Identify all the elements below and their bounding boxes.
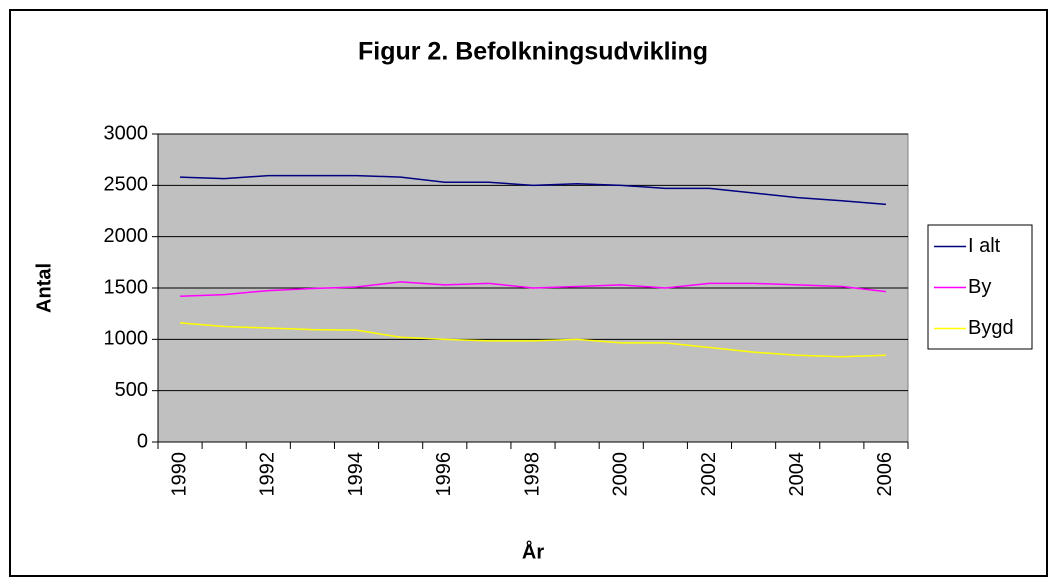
y-tick-label: 500 — [115, 379, 148, 401]
x-tick-label: 1996 — [433, 452, 455, 497]
y-tick-label: 3000 — [104, 122, 149, 144]
chart-title: Figur 2. Befolkningsudvikling — [358, 38, 708, 66]
x-tick-label: 1998 — [521, 452, 543, 497]
x-tick-label: 2002 — [698, 452, 720, 497]
x-tick-label: 2006 — [874, 452, 896, 497]
x-axis-title: År — [522, 539, 544, 563]
x-tick-label: 2000 — [610, 452, 632, 497]
x-tick-label: 1990 — [168, 452, 190, 497]
y-axis-title: Antal — [33, 263, 55, 313]
series-line — [180, 281, 887, 297]
x-tick-label: 1992 — [257, 452, 279, 497]
y-tick-label: 0 — [137, 430, 148, 452]
legend-label: By — [968, 276, 991, 298]
y-tick-label: 2500 — [104, 174, 149, 196]
legend-label: I alt — [968, 235, 1001, 257]
y-tick-label: 1500 — [104, 276, 149, 298]
series-line — [179, 322, 886, 358]
x-tick-label: 2004 — [786, 452, 808, 497]
y-tick-label: 1000 — [104, 328, 149, 350]
y-tick-label: 2000 — [104, 225, 149, 247]
x-tick-label: 1994 — [345, 452, 367, 497]
legend-label: Bygd — [968, 317, 1014, 339]
series-line — [180, 174, 887, 206]
